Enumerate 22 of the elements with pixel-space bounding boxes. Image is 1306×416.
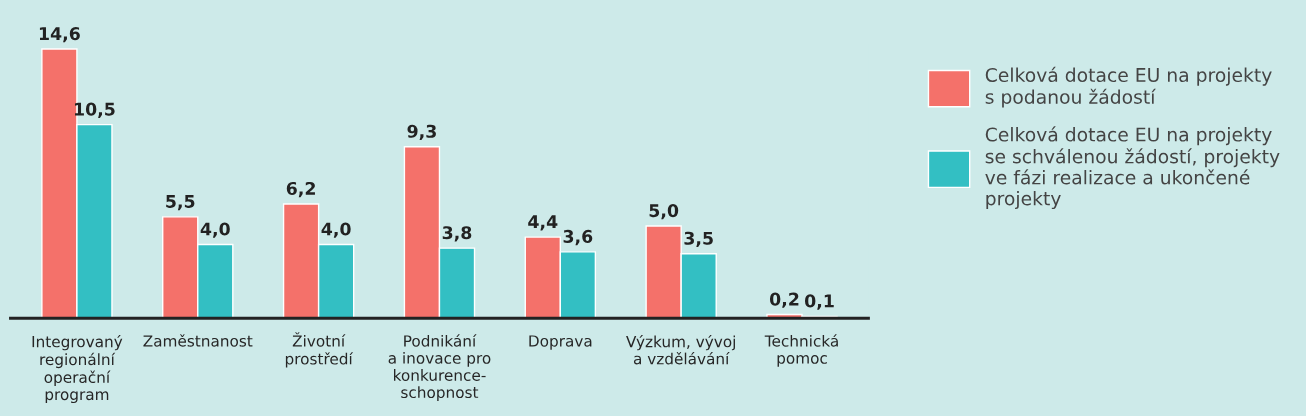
data-label: 4,4 xyxy=(528,215,558,231)
x-tick-label: Technická pomoc xyxy=(764,334,838,367)
x-tick-label: Životní prostředí xyxy=(285,332,354,368)
x-tick-label: Doprava xyxy=(529,335,592,350)
data-label: 4,0 xyxy=(200,222,230,238)
data-label: 0,1 xyxy=(805,294,834,310)
x-tick-label: Zaměstnanost xyxy=(143,334,253,347)
legend-label: Celková dotace EU na projekty se schválenou žádostí, projekty ve fázi realizace a ukončené projekty xyxy=(985,126,1280,210)
data-label: 6,2 xyxy=(286,181,315,198)
x-tick-label: Podnikání a inovace pro konkurence- schopnost xyxy=(388,334,491,402)
data-label: 5,5 xyxy=(166,195,195,211)
data-label: 5,0 xyxy=(649,204,679,220)
legend-label: Celková dotace EU na projekty s podanou žádostí xyxy=(985,66,1272,108)
x-tick-label: Integrovaný regionální operační program xyxy=(32,334,123,404)
data-label: 3,6 xyxy=(563,229,593,246)
data-label: 3,5 xyxy=(684,231,713,248)
data-label: 14,6 xyxy=(39,27,80,43)
data-label: 0,2 xyxy=(769,292,799,308)
x-tick-label: Výzkum, vývoj a vzdělávání xyxy=(626,334,735,365)
data-label: 9,3 xyxy=(407,124,436,141)
data-label: 3,8 xyxy=(442,226,472,242)
data-label: 4,0 xyxy=(321,222,351,238)
